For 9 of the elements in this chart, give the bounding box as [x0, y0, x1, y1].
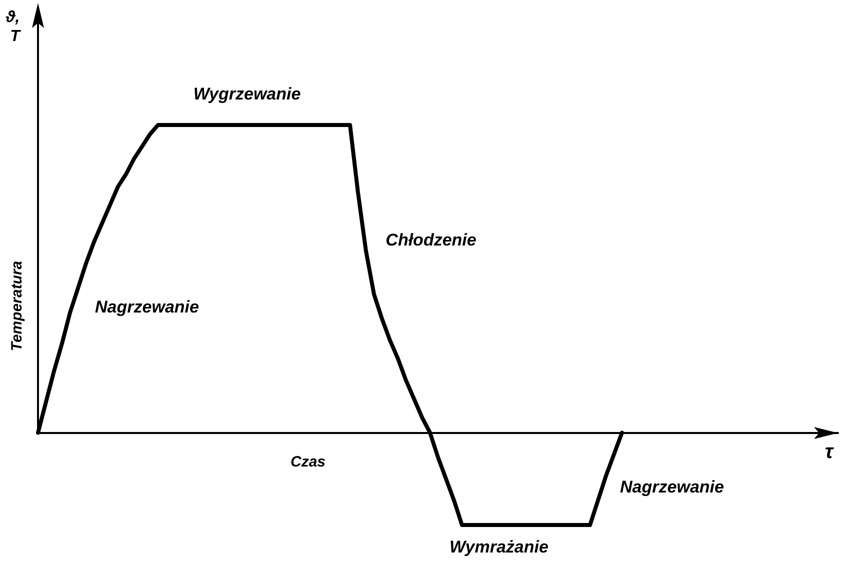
text: Wymrażanie	[450, 538, 548, 556]
annotation: τ	[824, 441, 835, 463]
text: Wygrzewanie	[193, 84, 301, 104]
annotation: Nagrzewanie	[620, 478, 724, 496]
x-axis-title: Czas	[290, 454, 326, 470]
annotation: Chłodzenie	[386, 230, 476, 250]
y-axis-title: Temperatura	[8, 260, 26, 352]
annotation: Nagrzewanie	[95, 298, 199, 316]
text: ϑ, T	[4, 9, 24, 45]
